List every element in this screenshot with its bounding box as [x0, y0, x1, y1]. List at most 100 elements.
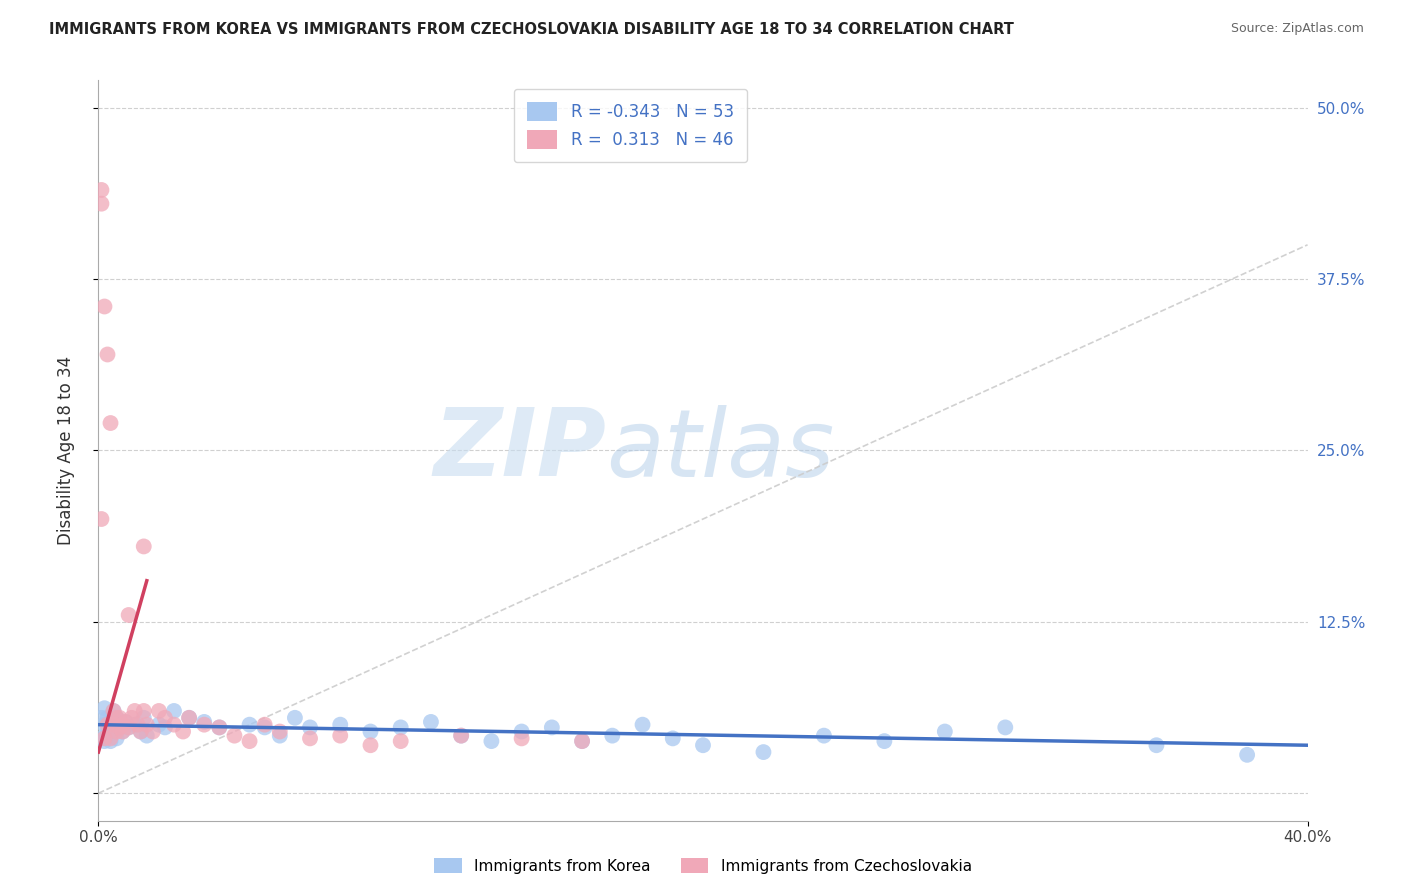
Point — [129, 724, 152, 739]
Point — [148, 704, 170, 718]
Point — [96, 347, 118, 361]
Point — [118, 720, 141, 734]
Point — [93, 300, 115, 314]
Point — [90, 512, 112, 526]
Point — [1144, 738, 1167, 752]
Point — [510, 731, 533, 746]
Point — [124, 717, 146, 731]
Point — [108, 720, 131, 734]
Point — [450, 729, 472, 743]
Point — [752, 745, 775, 759]
Point — [172, 724, 194, 739]
Text: atlas: atlas — [606, 405, 835, 496]
Point — [103, 704, 125, 718]
Point — [153, 720, 176, 734]
Point — [813, 729, 835, 743]
Point — [93, 701, 115, 715]
Point — [90, 731, 112, 746]
Point — [193, 717, 215, 731]
Point — [510, 724, 533, 739]
Point — [135, 729, 157, 743]
Point — [253, 720, 276, 734]
Point — [132, 540, 155, 554]
Point — [100, 714, 122, 729]
Point — [148, 717, 170, 731]
Point — [90, 183, 112, 197]
Point — [111, 724, 134, 739]
Point — [239, 734, 262, 748]
Point — [360, 724, 382, 739]
Point — [114, 714, 136, 729]
Point — [96, 729, 118, 743]
Point — [1236, 747, 1258, 762]
Point — [108, 717, 131, 731]
Point — [269, 729, 291, 743]
Point — [208, 720, 231, 734]
Point — [103, 717, 125, 731]
Point — [93, 731, 115, 746]
Point — [93, 717, 115, 731]
Point — [100, 731, 122, 746]
Point — [450, 729, 472, 743]
Point — [163, 717, 186, 731]
Point — [284, 711, 307, 725]
Point — [299, 720, 322, 734]
Point — [132, 711, 155, 725]
Point — [934, 724, 956, 739]
Point — [329, 729, 352, 743]
Point — [360, 738, 382, 752]
Point — [108, 711, 131, 725]
Y-axis label: Disability Age 18 to 34: Disability Age 18 to 34 — [56, 356, 75, 545]
Point — [111, 717, 134, 731]
Point — [179, 711, 201, 725]
Point — [121, 711, 143, 725]
Point — [269, 724, 291, 739]
Point — [299, 731, 322, 746]
Point — [105, 724, 128, 739]
Text: Source: ZipAtlas.com: Source: ZipAtlas.com — [1230, 22, 1364, 36]
Legend: R = -0.343   N = 53, R =  0.313   N = 46: R = -0.343 N = 53, R = 0.313 N = 46 — [513, 88, 747, 162]
Point — [253, 717, 276, 731]
Point — [114, 714, 136, 729]
Point — [142, 724, 165, 739]
Point — [540, 720, 562, 734]
Point — [224, 729, 246, 743]
Point — [631, 717, 654, 731]
Point — [873, 734, 896, 748]
Point — [100, 416, 122, 430]
Text: ZIP: ZIP — [433, 404, 606, 497]
Point — [420, 714, 443, 729]
Point — [135, 717, 157, 731]
Point — [208, 720, 231, 734]
Point — [329, 717, 352, 731]
Legend: Immigrants from Korea, Immigrants from Czechoslovakia: Immigrants from Korea, Immigrants from C… — [427, 852, 979, 880]
Point — [103, 704, 125, 718]
Point — [389, 734, 412, 748]
Point — [118, 720, 141, 734]
Point — [179, 711, 201, 725]
Point — [124, 704, 146, 718]
Point — [90, 711, 112, 725]
Text: IMMIGRANTS FROM KOREA VS IMMIGRANTS FROM CZECHOSLOVAKIA DISABILITY AGE 18 TO 34 : IMMIGRANTS FROM KOREA VS IMMIGRANTS FROM… — [49, 22, 1014, 37]
Point — [571, 734, 593, 748]
Point — [481, 734, 503, 748]
Point — [90, 196, 112, 211]
Point — [389, 720, 412, 734]
Point — [129, 724, 152, 739]
Point — [239, 717, 262, 731]
Point — [132, 704, 155, 718]
Point — [96, 724, 118, 739]
Point — [602, 729, 624, 743]
Point — [163, 704, 186, 718]
Point — [93, 734, 115, 748]
Point — [105, 731, 128, 746]
Point — [103, 720, 125, 734]
Point — [96, 717, 118, 731]
Point — [118, 607, 141, 622]
Point — [994, 720, 1017, 734]
Point — [100, 734, 122, 748]
Point — [661, 731, 683, 746]
Point — [96, 711, 118, 725]
Point — [153, 711, 176, 725]
Point — [193, 714, 215, 729]
